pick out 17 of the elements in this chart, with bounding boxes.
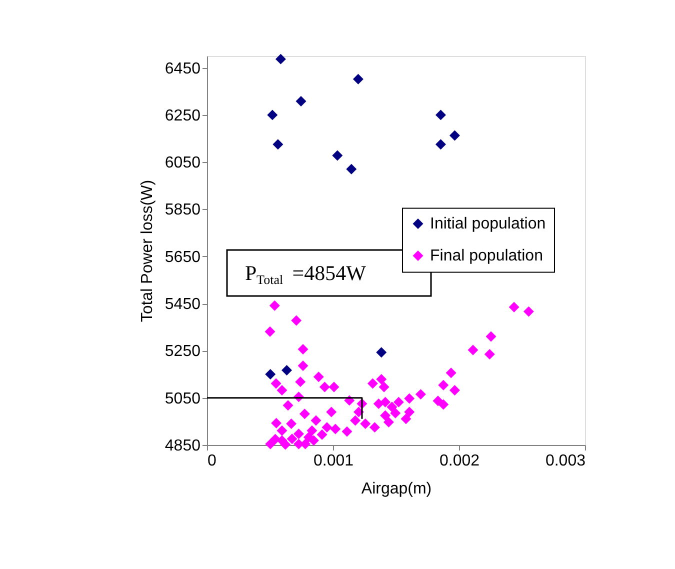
y-tick-label: 5450	[164, 296, 201, 314]
y-tick-label: 6050	[164, 154, 201, 172]
y-tick-label: 5850	[164, 202, 201, 219]
y-axis-title: Total Power loss(W)	[138, 180, 156, 322]
x-tick-label: 0.002	[439, 452, 480, 470]
legend-label: Initial population	[430, 216, 546, 233]
legend-label: Final population	[430, 248, 543, 265]
x-axis-title: Airgap(m)	[361, 480, 432, 498]
x-tick-label: 0.003	[545, 452, 586, 470]
y-tick-label: 5250	[164, 343, 201, 360]
y-tick-label: 6450	[164, 60, 201, 78]
y-tick-label: 4850	[164, 438, 201, 454]
y-tick-label: 6250	[164, 107, 201, 124]
y-tick-label: 5650	[164, 248, 201, 266]
y-tick-label: 5050	[164, 390, 201, 408]
x-tick-label: 0	[208, 452, 216, 470]
x-tick-label: 0.001	[313, 452, 354, 470]
